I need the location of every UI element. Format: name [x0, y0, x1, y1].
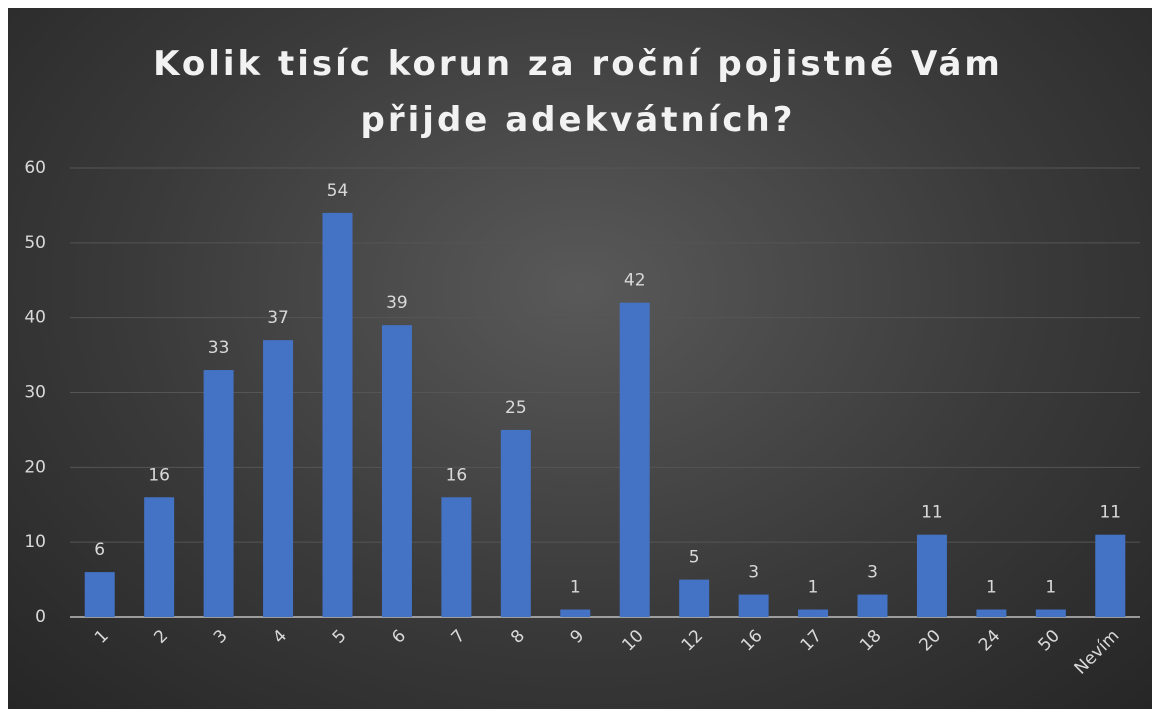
x-tick-label: 24 [975, 626, 1004, 655]
bar [500, 429, 531, 617]
bar [560, 609, 591, 617]
x-tick-label: 16 [737, 626, 766, 655]
bar [263, 340, 294, 617]
y-tick-label: 40 [24, 308, 46, 328]
bar [84, 572, 115, 617]
data-label: 3 [867, 563, 878, 583]
bar [619, 302, 650, 617]
bar [916, 534, 947, 617]
data-label: 39 [386, 293, 408, 313]
data-label: 11 [921, 503, 943, 523]
bar [144, 497, 175, 617]
x-tick-label: Nevím [1071, 626, 1124, 679]
bar [322, 212, 353, 617]
x-tick-label: 8 [507, 626, 529, 648]
x-tick-label: 18 [856, 626, 885, 655]
x-tick-label: 12 [678, 626, 707, 655]
bar [441, 497, 472, 617]
chart-title: Kolik tisíc korun za roční pojistné Vám … [153, 44, 1003, 140]
data-label: 16 [148, 465, 170, 485]
bar [381, 325, 412, 617]
data-label: 1 [808, 578, 819, 598]
y-tick-label: 30 [24, 383, 46, 403]
x-tick-label: 50 [1034, 626, 1063, 655]
data-label: 16 [446, 465, 468, 485]
x-tick-label: 3 [210, 626, 232, 648]
x-tick-label: 10 [618, 626, 647, 655]
chart-area: 0 10 20 30 40 50 60 1 6 2 16 3 33 4 37 5 54 6 39 7 16 8 25 9 1 10… [8, 8, 1152, 709]
chart: 0102030405060162163334375546397168259110… [24, 158, 1140, 679]
bar [976, 609, 1007, 617]
data-label: 1 [1045, 578, 1056, 598]
x-tick-label: 5 [329, 626, 351, 648]
bar [1035, 609, 1066, 617]
x-tick-label: 17 [797, 626, 826, 655]
x-tick-label: 2 [150, 626, 172, 648]
data-label: 11 [1099, 503, 1121, 523]
x-tick-label: 6 [388, 626, 410, 648]
bar [738, 594, 769, 617]
data-label: 6 [94, 540, 105, 560]
bar [679, 579, 710, 617]
x-tick-label: 9 [567, 626, 589, 648]
y-tick-label: 60 [24, 158, 46, 178]
data-label: 1 [570, 578, 581, 598]
data-label: 37 [267, 308, 289, 328]
y-tick-label: 0 [35, 607, 46, 627]
bar [203, 370, 234, 617]
bar [857, 594, 888, 617]
data-label: 42 [624, 271, 646, 291]
y-tick-label: 10 [24, 532, 46, 552]
x-tick-label: 4 [269, 626, 291, 648]
x-tick-label: 1 [91, 626, 113, 648]
data-label: 54 [327, 181, 349, 201]
y-tick-label: 20 [24, 457, 46, 477]
bar [1095, 534, 1126, 617]
x-tick-label: 20 [916, 626, 945, 655]
y-tick-label: 50 [24, 233, 46, 253]
data-label: 33 [208, 338, 230, 358]
bar [798, 609, 829, 617]
data-label: 1 [986, 578, 997, 598]
data-label: 5 [689, 548, 700, 568]
x-tick-label: 7 [448, 626, 470, 648]
data-label: 3 [748, 563, 759, 583]
data-label: 25 [505, 398, 527, 418]
